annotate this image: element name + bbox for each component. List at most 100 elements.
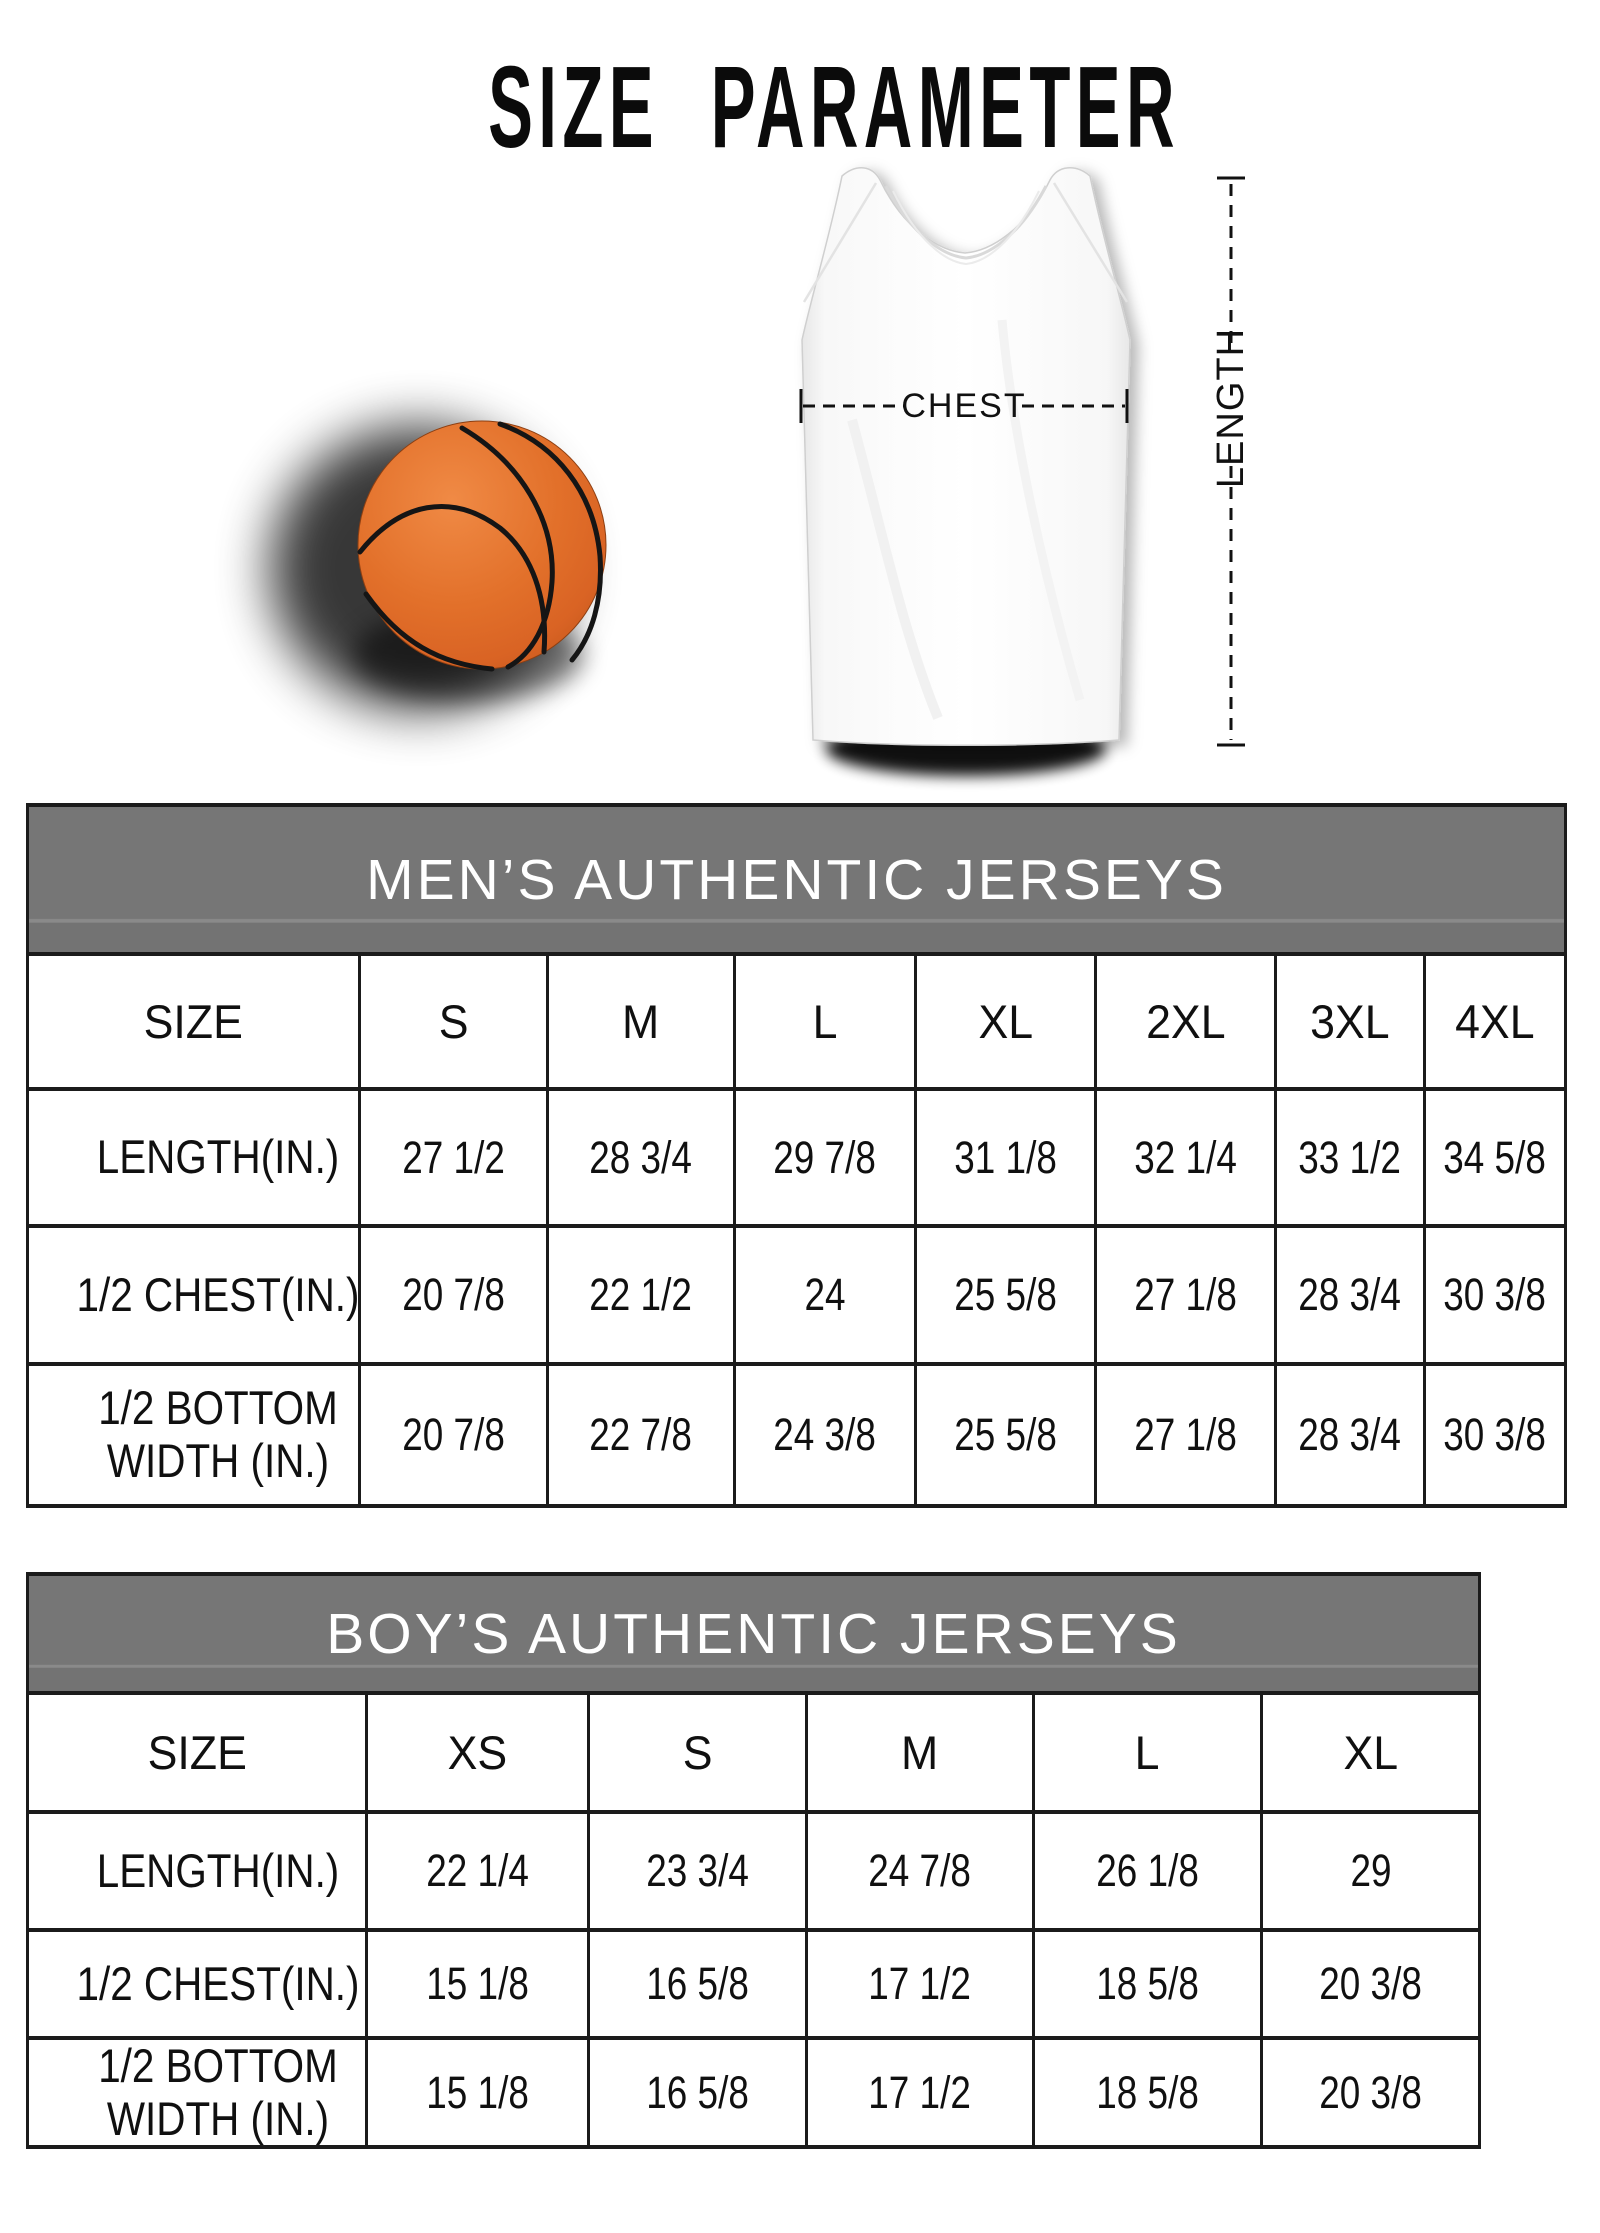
table-cell: 28 3/4 xyxy=(1274,1362,1426,1508)
table-cell: 28 3/4 xyxy=(1274,1224,1426,1366)
table-cell: SIZE xyxy=(26,952,361,1091)
cell-value: 30 3/8 xyxy=(1443,1269,1547,1320)
cell-value: 20 7/8 xyxy=(402,1269,505,1320)
basketball-seams xyxy=(357,421,603,672)
table-cell: 1/2 BOTTOM WIDTH (IN.) xyxy=(26,1362,361,1508)
table-cell: 18 5/8 xyxy=(1032,1928,1263,2040)
cell-value: 26 1/8 xyxy=(1096,1845,1199,1896)
cell-value: 23 3/4 xyxy=(646,1845,749,1896)
row-label: 1/2 BOTTOM WIDTH (IN.) xyxy=(98,2039,338,2145)
cell-value: 29 xyxy=(1350,1845,1392,1896)
table-cell: SIZE xyxy=(26,1691,368,1814)
table-cell: 30 3/8 xyxy=(1422,1362,1568,1508)
table-cell: 31 1/8 xyxy=(914,1087,1097,1228)
table-cell: 17 1/2 xyxy=(805,1928,1035,2040)
cell-value: 25 5/8 xyxy=(954,1269,1057,1320)
table-row: 1/2 BOTTOM WIDTH (IN.) 15 1/8 16 5/8 17 … xyxy=(26,2035,1482,2150)
table-cell: 3XL xyxy=(1274,952,1426,1091)
row-label: 1/2 CHEST(IN.) xyxy=(76,1956,360,2010)
table-cell: XS xyxy=(365,1691,590,1814)
boys-size-table: BOY’S AUTHENTIC JERSEYS SIZE XS S M L XL… xyxy=(25,1572,1482,2150)
cell-value: 15 1/8 xyxy=(426,2066,529,2118)
cell-value: 33 1/2 xyxy=(1298,1131,1402,1183)
cell-value: 18 5/8 xyxy=(1096,1958,1199,2009)
cell-value: 20 3/8 xyxy=(1319,2066,1422,2118)
cell-value: 20 3/8 xyxy=(1319,1958,1422,2009)
chest-measurement: CHEST xyxy=(799,387,1129,425)
row-label: 1/2 BOTTOM WIDTH (IN.) xyxy=(98,1381,338,1487)
table-title-cell: MEN’S AUTHENTIC JERSEYS xyxy=(25,803,1568,956)
length-measurement-label: LENGTH xyxy=(1210,328,1252,488)
table-cell: 22 7/8 xyxy=(546,1362,736,1508)
table-cell: L xyxy=(1032,1691,1263,1814)
table-cell: 15 1/8 xyxy=(365,1928,590,2040)
column-header: XL xyxy=(1343,1726,1398,1779)
cell-value: 16 5/8 xyxy=(646,2066,749,2118)
jersey-details xyxy=(802,182,1129,720)
table-cell: 22 1/4 xyxy=(365,1810,590,1932)
cell-value: 18 5/8 xyxy=(1096,2066,1199,2118)
cell-value: 25 5/8 xyxy=(954,1409,1057,1460)
cell-value: 17 1/2 xyxy=(868,2066,972,2118)
table-cell: 32 1/4 xyxy=(1094,1087,1277,1228)
table-cell: 29 7/8 xyxy=(733,1087,917,1228)
cell-value: 24 xyxy=(804,1269,846,1320)
table-row: 1/2 CHEST(IN.) 20 7/8 22 1/2 24 25 5/8 2… xyxy=(26,1224,1568,1366)
length-measurement: LENGTH xyxy=(1210,176,1252,747)
table-cell: 24 xyxy=(733,1224,917,1366)
table-row: LENGTH(IN.) 27 1/2 28 3/4 29 7/8 31 1/8 … xyxy=(26,1087,1568,1228)
column-header: 2XL xyxy=(1145,995,1226,1048)
table-cell: 20 7/8 xyxy=(358,1224,549,1366)
size-header-row: SIZE S M L XL 2XL 3XL 4XL xyxy=(26,952,1568,1091)
table-cell: 27 1/8 xyxy=(1094,1224,1277,1366)
page-title: SIZE PARAMETER xyxy=(488,42,1180,173)
jersey-body xyxy=(801,167,1131,746)
table-cell: 22 1/2 xyxy=(546,1224,736,1366)
basketball-ball xyxy=(357,420,607,670)
table-cell: 1/2 BOTTOM WIDTH (IN.) xyxy=(26,2035,368,2150)
row-label: LENGTH(IN.) xyxy=(96,1843,340,1897)
cell-value: 22 1/2 xyxy=(589,1269,693,1320)
table-title: BOY’S AUTHENTIC JERSEYS xyxy=(326,1601,1181,1666)
chest-measurement-label: CHEST xyxy=(901,387,1026,425)
table-header-bar: BOY’S AUTHENTIC JERSEYS xyxy=(25,1572,1482,1695)
cell-value: 27 1/8 xyxy=(1134,1409,1237,1460)
size-header: SIZE xyxy=(143,995,244,1048)
table-cell: 25 5/8 xyxy=(914,1224,1097,1366)
cell-value: 28 3/4 xyxy=(1298,1269,1402,1320)
table-cell: 28 3/4 xyxy=(546,1087,736,1228)
table-cell: L xyxy=(733,952,917,1091)
mens-size-table: MEN’S AUTHENTIC JERSEYS SIZE S M L XL 2X… xyxy=(25,803,1568,1508)
cell-value: 29 7/8 xyxy=(773,1131,877,1183)
column-header: M xyxy=(901,1726,939,1779)
table-cell: XL xyxy=(1259,1691,1482,1814)
cell-value: 16 5/8 xyxy=(646,1958,749,2009)
table-title: MEN’S AUTHENTIC JERSEYS xyxy=(366,847,1227,912)
column-header: XS xyxy=(447,1726,508,1779)
cell-value: 15 1/8 xyxy=(426,1958,529,2009)
table-cell: 17 1/2 xyxy=(805,2035,1035,2150)
table-cell: S xyxy=(358,952,549,1091)
column-header: M xyxy=(622,995,660,1048)
table-cell: 29 xyxy=(1259,1810,1482,1932)
table-cell: 1/2 CHEST(IN.) xyxy=(26,1224,361,1366)
cell-value: 22 7/8 xyxy=(589,1409,693,1460)
table-header-bar: MEN’S AUTHENTIC JERSEYS xyxy=(25,803,1568,956)
table-cell: 27 1/2 xyxy=(358,1087,549,1228)
table-cell: 20 3/8 xyxy=(1259,2035,1482,2150)
table-cell: S xyxy=(587,1691,808,1814)
table-cell: M xyxy=(546,952,736,1091)
cell-value: 32 1/4 xyxy=(1134,1131,1237,1183)
column-header: XL xyxy=(978,995,1033,1048)
cell-value: 22 1/4 xyxy=(426,1845,529,1896)
table-cell: 16 5/8 xyxy=(587,1928,808,2040)
cell-value: 27 1/2 xyxy=(402,1131,505,1183)
table-cell: 15 1/8 xyxy=(365,2035,590,2150)
table-cell: 20 7/8 xyxy=(358,1362,549,1508)
table-title-cell: BOY’S AUTHENTIC JERSEYS xyxy=(25,1572,1482,1695)
row-label: LENGTH(IN.) xyxy=(96,1130,340,1184)
column-header: L xyxy=(812,995,838,1048)
table-cell: 25 5/8 xyxy=(914,1362,1097,1508)
cell-value: 28 3/4 xyxy=(589,1131,693,1183)
